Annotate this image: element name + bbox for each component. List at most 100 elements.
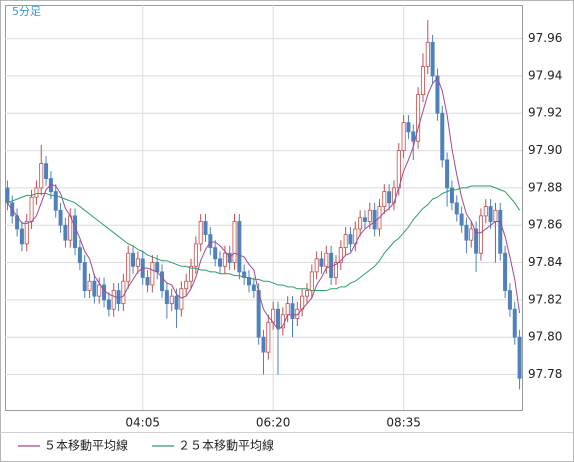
y-tick-label: 97.84 (528, 255, 562, 269)
candle-body (285, 303, 290, 316)
candle-body (411, 131, 416, 142)
candle-body (372, 209, 377, 230)
legend-label: ５本移動平均線 (44, 438, 128, 453)
candle-body (478, 215, 483, 254)
y-tick-label: 97.88 (528, 180, 562, 194)
candle-body (333, 262, 338, 278)
candle-body (314, 258, 319, 273)
candle-body (247, 277, 252, 286)
candle-body (319, 258, 324, 267)
candle-body (362, 217, 367, 222)
y-tick-label: 97.78 (528, 367, 562, 381)
candle-body (406, 122, 411, 133)
candle-body (53, 191, 58, 211)
candle-body (430, 41, 435, 77)
candle-body (92, 280, 97, 297)
candle-body (19, 228, 24, 245)
candle-body (290, 303, 295, 319)
candle-body (261, 336, 266, 353)
candle-body (343, 234, 348, 249)
candle-body (464, 224, 469, 241)
legend-label: ２５本移動平均線 (178, 438, 274, 453)
y-tick-label: 97.92 (528, 106, 562, 120)
candle-body (401, 122, 406, 151)
candle-body (503, 252, 508, 291)
candle-body (77, 247, 82, 263)
candle-body (222, 252, 227, 267)
candle-body (135, 258, 140, 267)
candle-body (193, 243, 198, 267)
candle-body (160, 271, 165, 291)
candle-body (469, 228, 474, 241)
candle-body (295, 308, 300, 319)
candle-body (10, 202, 15, 217)
candle-body (213, 247, 218, 260)
candle-body (237, 221, 242, 273)
candle-body (121, 280, 126, 305)
y-tick-label: 97.86 (528, 218, 562, 232)
candle-body (179, 288, 184, 310)
candle-body (131, 252, 136, 267)
candle-body (232, 221, 237, 263)
candle-body (338, 247, 343, 263)
y-tick-label: 97.82 (528, 292, 562, 306)
candle-body (29, 196, 34, 222)
ma-line (7, 185, 520, 292)
candle-body (203, 221, 208, 235)
candle-body (266, 321, 271, 353)
candle-body (184, 280, 189, 290)
candle-body (251, 284, 256, 291)
candle-body (155, 262, 160, 273)
candle-body (459, 213, 464, 226)
candle-body (416, 94, 421, 142)
x-tick-label: 06:20 (256, 416, 291, 430)
candle-body (425, 41, 430, 67)
y-tick-label: 97.90 (528, 143, 562, 157)
candle-body (97, 284, 102, 297)
candle-body (63, 224, 68, 241)
candle-body (309, 271, 314, 291)
candle-body (420, 66, 425, 95)
candle-body (198, 221, 203, 245)
candle-body (164, 290, 169, 305)
candle-body (102, 284, 107, 301)
y-tick-label: 97.96 (528, 31, 562, 45)
y-tick-label: 97.94 (528, 68, 562, 82)
ma-line (7, 76, 521, 331)
candle-body (39, 163, 44, 189)
candle-body (126, 252, 131, 282)
candle-body (517, 336, 522, 379)
candle-body (493, 209, 498, 222)
candle-body (73, 215, 78, 249)
x-tick-label: 08:35 (386, 416, 421, 430)
candle-body (145, 277, 150, 286)
candle-body (507, 290, 512, 310)
candle-body (435, 75, 440, 114)
candle-body (488, 206, 493, 222)
candle-body (304, 290, 309, 297)
candle-body (454, 202, 459, 215)
candle-body (106, 299, 111, 310)
candle-body (324, 252, 329, 267)
candle-body (5, 187, 10, 204)
candle-body (449, 187, 454, 204)
candle-body (483, 206, 488, 217)
candle-body (82, 262, 87, 291)
candle-body (218, 258, 223, 267)
candle-body (474, 228, 479, 254)
candle-body (111, 290, 116, 310)
candle-body (227, 252, 232, 263)
candle-body (87, 280, 92, 291)
candle-body (189, 265, 194, 282)
candle-body (512, 308, 517, 338)
candle-body (58, 209, 63, 226)
candle-body (150, 262, 155, 286)
chart-title: 5分足 (12, 5, 41, 18)
y-tick-label: 97.80 (528, 330, 562, 344)
candle-body (358, 217, 363, 230)
candle-body (24, 221, 29, 245)
candle-body (387, 191, 392, 204)
candle-body (348, 234, 353, 245)
candle-body (208, 234, 213, 249)
